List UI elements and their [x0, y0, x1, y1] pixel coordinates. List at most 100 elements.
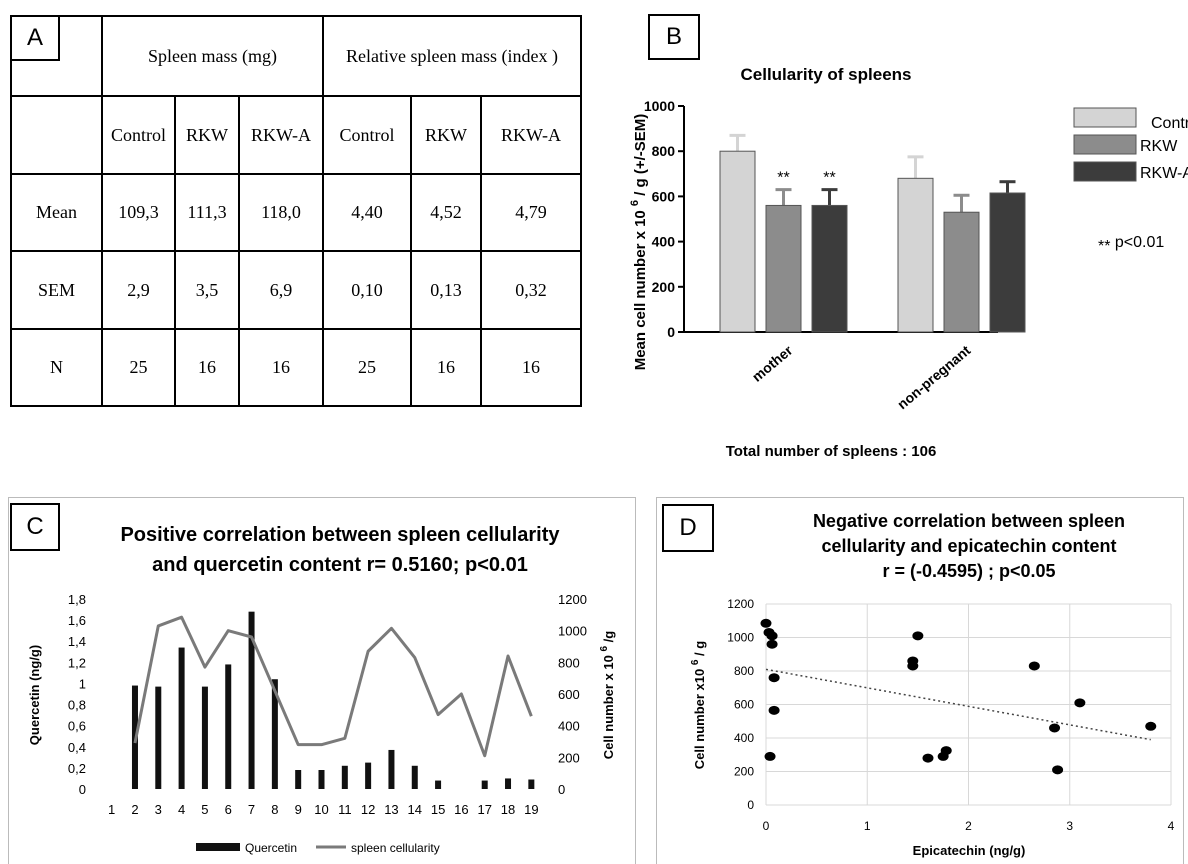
x-tick-label: 1	[108, 802, 115, 817]
y-tick-label: 600	[652, 188, 676, 204]
y-tick-label: 1000	[644, 98, 675, 114]
y-axis-label-part: Mean cell number x 10	[632, 206, 649, 370]
bar-quercetin	[178, 647, 185, 789]
y2-tick-label: 600	[558, 687, 580, 702]
scatter-point	[912, 631, 924, 641]
y-tick-label: 400	[652, 234, 676, 250]
bar-quercetin	[225, 664, 232, 789]
table-cell: 25	[101, 328, 176, 407]
table-cell: 111,3	[174, 173, 240, 252]
column-header: RKW-A	[480, 95, 583, 175]
bar-control	[897, 177, 934, 333]
y2-tick-label: 0	[558, 782, 565, 797]
x-tick-label: 4	[1168, 819, 1175, 833]
y-tick-label: 0	[667, 324, 675, 340]
table-cell: 4,40	[322, 173, 413, 252]
x-axis-label: Total number of spleens : 106	[726, 443, 937, 460]
chart-title-line: and quercetin content r= 0.5160; p<0.01	[152, 554, 528, 576]
column-header: Control	[322, 95, 413, 175]
column-header: RKW	[410, 95, 483, 175]
bar-quercetin	[481, 780, 488, 789]
y-tick-label: 0,2	[68, 761, 86, 776]
y-tick-label: 800	[652, 143, 676, 159]
bar-quercetin	[318, 770, 325, 789]
scatter-point	[940, 746, 952, 756]
table-cell: 16	[410, 328, 483, 407]
bar-rkw	[943, 211, 980, 333]
spleen-mass-table: Spleen mass (mg) Relative spleen mass (i…	[10, 15, 583, 407]
chart-c-quercetin: Positive correlation between spleen cell…	[27, 524, 616, 855]
scatter-point	[1028, 661, 1040, 671]
table-cell: 16	[237, 328, 325, 407]
panel-c-frame	[8, 497, 636, 864]
legend-label: spleen cellularity	[351, 841, 440, 855]
y-tick-label: 1	[79, 676, 86, 691]
bar-quercetin	[341, 765, 348, 789]
table-cell: 0,10	[322, 250, 413, 330]
x-tick-label: 4	[178, 802, 185, 817]
row-label: Mean	[10, 173, 103, 252]
y-axis-label-part: Cell number x10	[692, 665, 707, 769]
y2-tick-label: 400	[558, 719, 580, 734]
bar-rkw	[765, 204, 802, 333]
bar-quercetin	[388, 749, 395, 789]
row-label: SEM	[10, 250, 103, 330]
significance-marker: **	[777, 170, 789, 187]
panel-a-table: Spleen mass (mg) Relative spleen mass (i…	[10, 15, 583, 407]
y-tick-label: 1200	[727, 597, 754, 611]
y-tick-label: 600	[734, 698, 754, 712]
scatter-point	[922, 753, 934, 763]
table-row: N 25 16 16 25 16 16	[10, 328, 583, 407]
bar-quercetin	[295, 770, 302, 789]
chart-title-line: r = (-0.4595) ; p<0.05	[882, 561, 1055, 581]
x-tick-label: 16	[454, 802, 468, 817]
y2-tick-label: 1000	[558, 624, 587, 639]
table-row: SEM 2,9 3,5 6,9 0,10 0,13 0,32	[10, 250, 583, 330]
table-cell: 16	[480, 328, 583, 407]
x-tick-label: 10	[314, 802, 328, 817]
group-header-spleen-mass: Spleen mass (mg)	[100, 15, 325, 97]
y-tick-label: 800	[734, 664, 754, 678]
scatter-point	[766, 639, 778, 649]
panel-c-letter: C	[10, 503, 60, 551]
row-label: N	[10, 328, 103, 407]
y-tick-label: 1,6	[68, 613, 86, 628]
chart-title-line: cellularity and epicatechin content	[821, 536, 1116, 556]
x-tick-label: 12	[361, 802, 375, 817]
y-tick-label: 1,4	[68, 634, 86, 649]
y2-tick-label: 1200	[558, 592, 587, 607]
x-tick-label: 6	[225, 802, 232, 817]
panel-b-letter: B	[648, 14, 700, 60]
y-axis-label-superscript: 6	[690, 659, 701, 665]
bar-quercetin	[528, 779, 535, 789]
y-tick-label: 0,8	[68, 698, 86, 713]
bar-quercetin	[365, 762, 372, 789]
bar-control	[719, 150, 756, 333]
table-cell: 2,9	[101, 250, 176, 330]
column-header: RKW-A	[237, 95, 325, 175]
significance-legend: ** p<0.01	[1098, 234, 1164, 255]
y2-axis-label-part: /g	[601, 631, 616, 646]
y2-axis-label-superscript: 6	[599, 646, 610, 652]
y-tick-label: 400	[734, 731, 754, 745]
x-tick-label: 15	[431, 802, 445, 817]
x-tick-label: 2	[131, 802, 138, 817]
trendline	[765, 668, 1151, 741]
x-tick-label: 18	[501, 802, 515, 817]
scatter-point	[768, 705, 780, 715]
x-tick-label: 3	[1066, 819, 1073, 833]
x-tick-label: 2	[965, 819, 972, 833]
legend-label: RKW-A	[1140, 165, 1188, 182]
significance-legend-text: p<0.01	[1115, 234, 1164, 251]
legend-label: Quercetin	[245, 841, 297, 855]
significance-marker: **	[823, 170, 835, 187]
x-tick-label: 17	[477, 802, 491, 817]
scatter-point	[760, 618, 772, 628]
bar-quercetin	[435, 780, 442, 789]
y-tick-label: 0,4	[68, 740, 86, 755]
panel-d-letter: D	[662, 504, 714, 552]
y2-tick-label: 800	[558, 655, 580, 670]
scatter-point	[1074, 698, 1086, 708]
panel-d-frame	[656, 497, 1184, 864]
x-category-label: mother	[749, 342, 796, 385]
